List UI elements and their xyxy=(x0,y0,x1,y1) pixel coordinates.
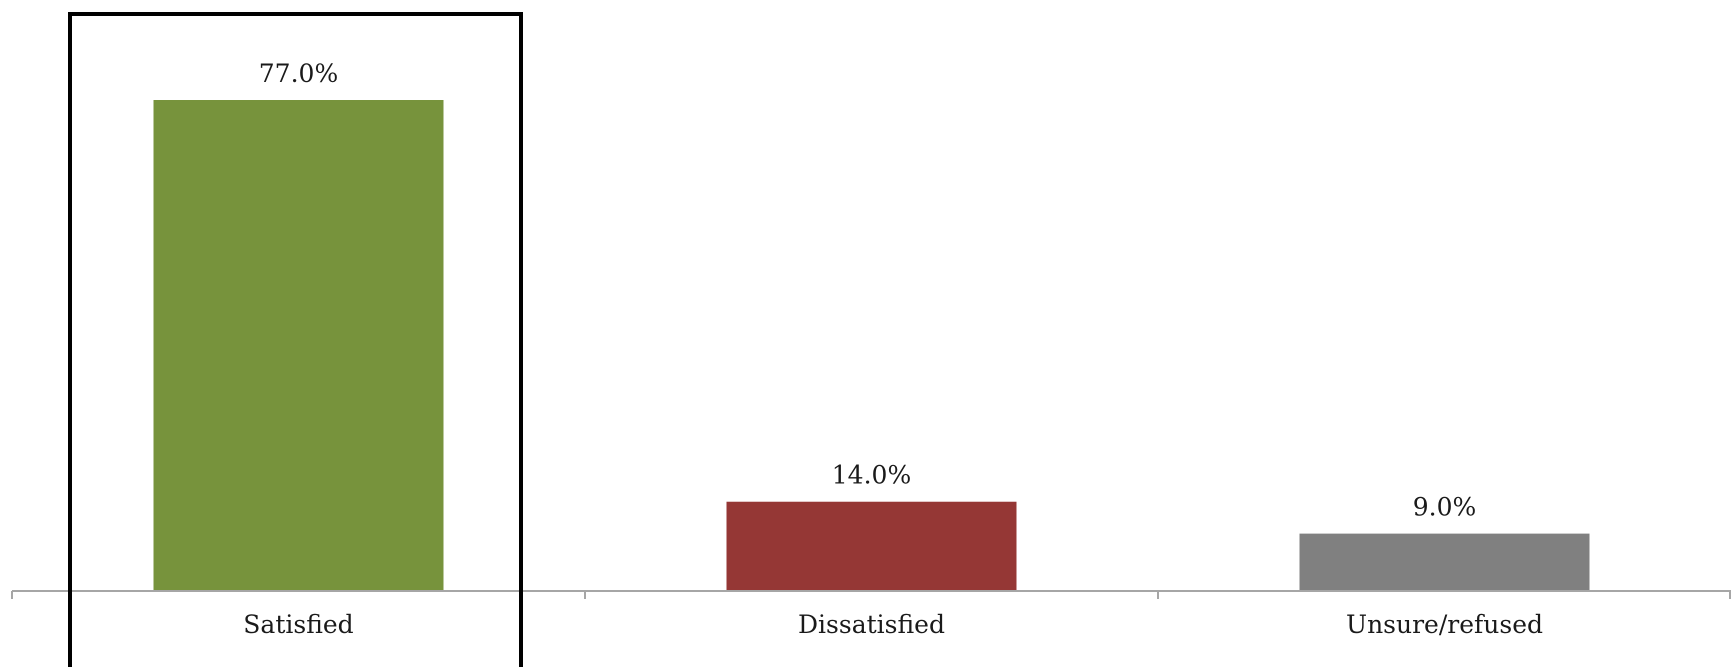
highlight-box xyxy=(68,12,523,667)
category-label: Dissatisfied xyxy=(798,610,945,639)
category-label: Satisfied xyxy=(243,610,353,639)
data-label: 14.0% xyxy=(832,461,911,490)
category-label: Unsure/refused xyxy=(1346,610,1543,639)
data-label: 77.0% xyxy=(259,59,338,88)
labels-layer: 77.0% Satisfied 14.0% Dissatisfied 9.0% Unsur… xyxy=(243,59,1543,639)
bar-satisfied xyxy=(153,100,444,591)
bars-layer xyxy=(153,100,1590,591)
x-axis xyxy=(11,590,1731,599)
data-label: 9.0% xyxy=(1413,493,1477,522)
bar-dissatisfied xyxy=(726,501,1017,591)
bar-unsure-refused xyxy=(1299,533,1590,591)
highlight-layer xyxy=(68,12,523,667)
